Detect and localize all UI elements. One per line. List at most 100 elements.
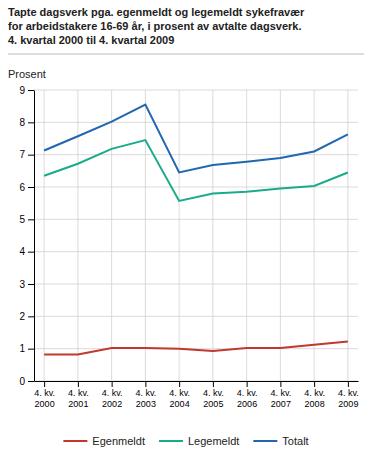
tick-mark (28, 219, 34, 220)
grid-line (145, 90, 146, 381)
tick-mark (348, 381, 349, 387)
tick: 2 (19, 311, 34, 322)
legend-swatch (63, 440, 87, 442)
tick-label: 4. kv.2006 (237, 388, 258, 408)
tick: 1 (19, 343, 34, 354)
tick: 4. kv.2003 (135, 381, 156, 409)
tick-mark (179, 381, 180, 387)
tick-label: 4. kv.2008 (304, 388, 325, 408)
tick-mark (28, 252, 34, 253)
grid-line (77, 90, 78, 381)
grid-line (44, 90, 45, 381)
tick-label: 4. kv.2007 (270, 388, 291, 408)
tick-mark (28, 284, 34, 285)
grid-line (34, 284, 358, 285)
tick: 4. kv.2000 (34, 381, 55, 409)
tick-mark (78, 381, 79, 387)
grid-line (34, 381, 358, 382)
tick-label: 9 (19, 85, 25, 96)
tick: 4. kv.2001 (68, 381, 89, 409)
tick-label: 4. kv.2004 (169, 388, 190, 408)
tick-label: 3 (19, 279, 25, 290)
grid-line (179, 90, 180, 381)
tick: 0 (19, 376, 34, 387)
tick: 3 (19, 279, 34, 290)
grid-line (34, 154, 358, 155)
tick: 9 (19, 85, 34, 96)
legend-swatch (159, 440, 183, 442)
tick-label: 4. kv.2005 (203, 388, 224, 408)
tick: 6 (19, 182, 34, 193)
tick-label: 0 (19, 376, 25, 387)
tick-label: 4. kv.2003 (135, 388, 156, 408)
x-axis: 4. kv.2000 4. kv.2001 4. kv.2002 4. kv.2003… (34, 381, 359, 409)
axis-line (35, 381, 359, 382)
grid-line (34, 251, 358, 252)
tick-mark (44, 381, 45, 387)
tick: 4. kv.2008 (304, 381, 325, 409)
tick-label: 2 (19, 311, 25, 322)
tick-mark (247, 381, 248, 387)
tick-mark (28, 90, 34, 91)
tick: 4 (19, 246, 34, 257)
tick: 4. kv.2005 (203, 381, 224, 409)
grid-line (212, 90, 213, 381)
tick-mark (213, 381, 214, 387)
axis-line (34, 91, 35, 382)
tick-label: 6 (19, 182, 25, 193)
tick-label: 7 (19, 149, 25, 160)
tick-label: 4. kv.2001 (68, 388, 89, 408)
grid-line (34, 90, 358, 91)
grid-line (280, 90, 281, 381)
tick: 4. kv.2007 (270, 381, 291, 409)
legend-item: Legemeldt (159, 435, 239, 447)
grid-line (34, 219, 358, 220)
tick-label: 5 (19, 214, 25, 225)
tick-mark (280, 381, 281, 387)
tick-label: 4. kv.2000 (34, 388, 55, 408)
tick: 4. kv.2002 (102, 381, 123, 409)
tick-mark (112, 381, 113, 387)
line (44, 105, 348, 173)
tick-mark (28, 155, 34, 156)
tick-mark (28, 187, 34, 188)
tick-label: 8 (19, 117, 25, 128)
tick: 8 (19, 117, 34, 128)
y-axis-label: Prosent (8, 68, 46, 80)
tick: 7 (19, 149, 34, 160)
tick-mark (28, 381, 34, 382)
separator (8, 54, 364, 55)
line (44, 342, 348, 355)
tick-label: 4 (19, 246, 25, 257)
line (44, 140, 348, 201)
tick: 4. kv.2009 (338, 381, 359, 409)
lines (44, 105, 348, 355)
tick-mark (314, 381, 315, 387)
tick-mark (28, 122, 34, 123)
tick-mark (28, 349, 34, 350)
tick: 5 (19, 214, 34, 225)
plot: 0 1 2 3 4 5 6 7 8 9 4. kv.2000 4. kv.2001 4. kv.2002… (19, 85, 358, 409)
legend: Egenmeldt Legemeldt Totalt (63, 435, 308, 447)
legend-label: Totalt (282, 435, 308, 447)
grid-line (34, 122, 358, 123)
tick-label: 1 (19, 343, 25, 354)
grid-line (314, 90, 315, 381)
y-axis: 0 1 2 3 4 5 6 7 8 9 (19, 85, 34, 387)
tick-label: 4. kv.2002 (102, 388, 123, 408)
legend-label: Egenmeldt (92, 435, 145, 447)
grid-line (246, 90, 247, 381)
legend-item: Egenmeldt (63, 435, 145, 447)
legend-label: Legemeldt (188, 435, 239, 447)
tick: 4. kv.2004 (169, 381, 190, 409)
title: Tapte dagsverk pga. egenmeldt og legemel… (8, 6, 305, 46)
grid (34, 90, 358, 381)
grid-line (111, 90, 112, 381)
legend-item: Totalt (253, 435, 308, 447)
tick-mark (145, 381, 146, 387)
tick: 4. kv.2006 (237, 381, 258, 409)
tick-label: 4. kv.2009 (338, 388, 359, 408)
grid-line (34, 316, 358, 317)
legend-swatch (253, 440, 277, 442)
tick-mark (28, 316, 34, 317)
